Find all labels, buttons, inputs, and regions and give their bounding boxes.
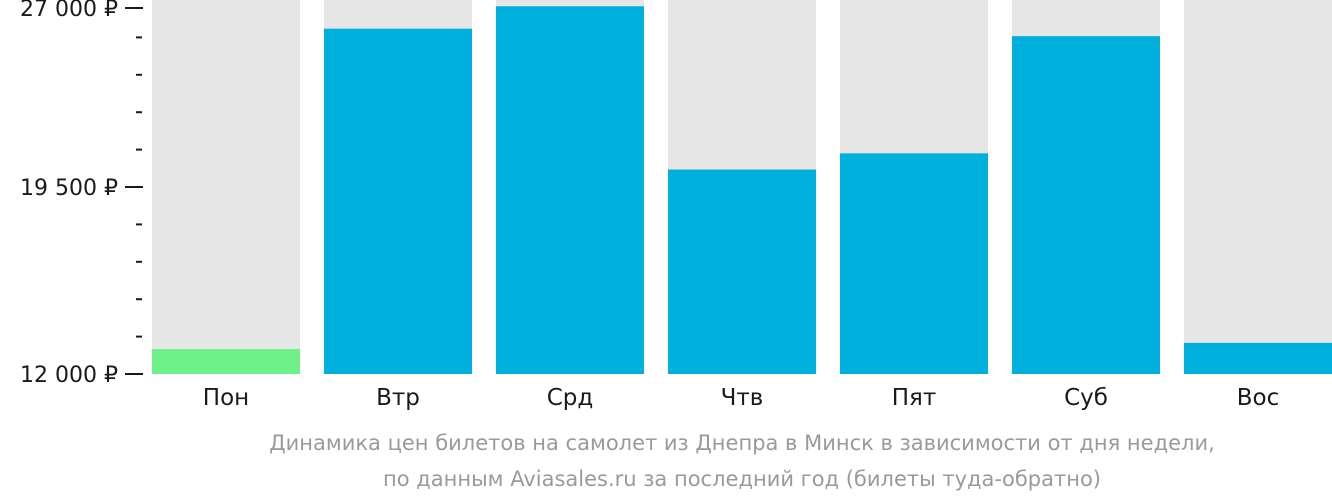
y-axis: 27 000 ₽ 19 500 ₽ 12 000 ₽: [20, 0, 143, 388]
bar-3: [496, 6, 644, 374]
price-by-weekday-chart: 27 000 ₽ 19 500 ₽ 12 000 ₽ Пон Втр Срд Чтв Пят…: [20, 0, 1332, 411]
x-tick-label: Пон: [203, 385, 249, 411]
chart-caption-line-2: по данным Aviasales.ru за последний год …: [383, 467, 1101, 491]
bars: [152, 0, 1332, 375]
x-axis-labels: Пон Втр Срд Чтв Пят Суб Вос: [203, 385, 1279, 411]
x-tick-label: Втр: [376, 385, 420, 411]
y-tick-label: 27 000 ₽: [20, 0, 118, 22]
x-tick-label: Чтв: [721, 385, 764, 411]
y-tick-label: 12 000 ₽: [20, 363, 118, 388]
x-tick-label: Пят: [892, 385, 937, 411]
bar-4: [668, 169, 816, 374]
bar-1: [152, 349, 300, 374]
x-tick-label: Вос: [1237, 385, 1280, 411]
x-tick-label: Суб: [1064, 385, 1108, 411]
bar-2: [324, 28, 472, 374]
y-tick-label: 19 500 ₽: [20, 176, 118, 201]
x-tick-label: Срд: [547, 385, 594, 411]
chart-caption-line-1: Динамика цен билетов на самолет из Днепр…: [269, 431, 1215, 455]
bar-6: [1012, 36, 1160, 375]
bar-5: [840, 153, 988, 374]
bar-track: [1184, 0, 1332, 374]
bar-7: [1184, 342, 1332, 374]
bar-track: [152, 0, 300, 374]
